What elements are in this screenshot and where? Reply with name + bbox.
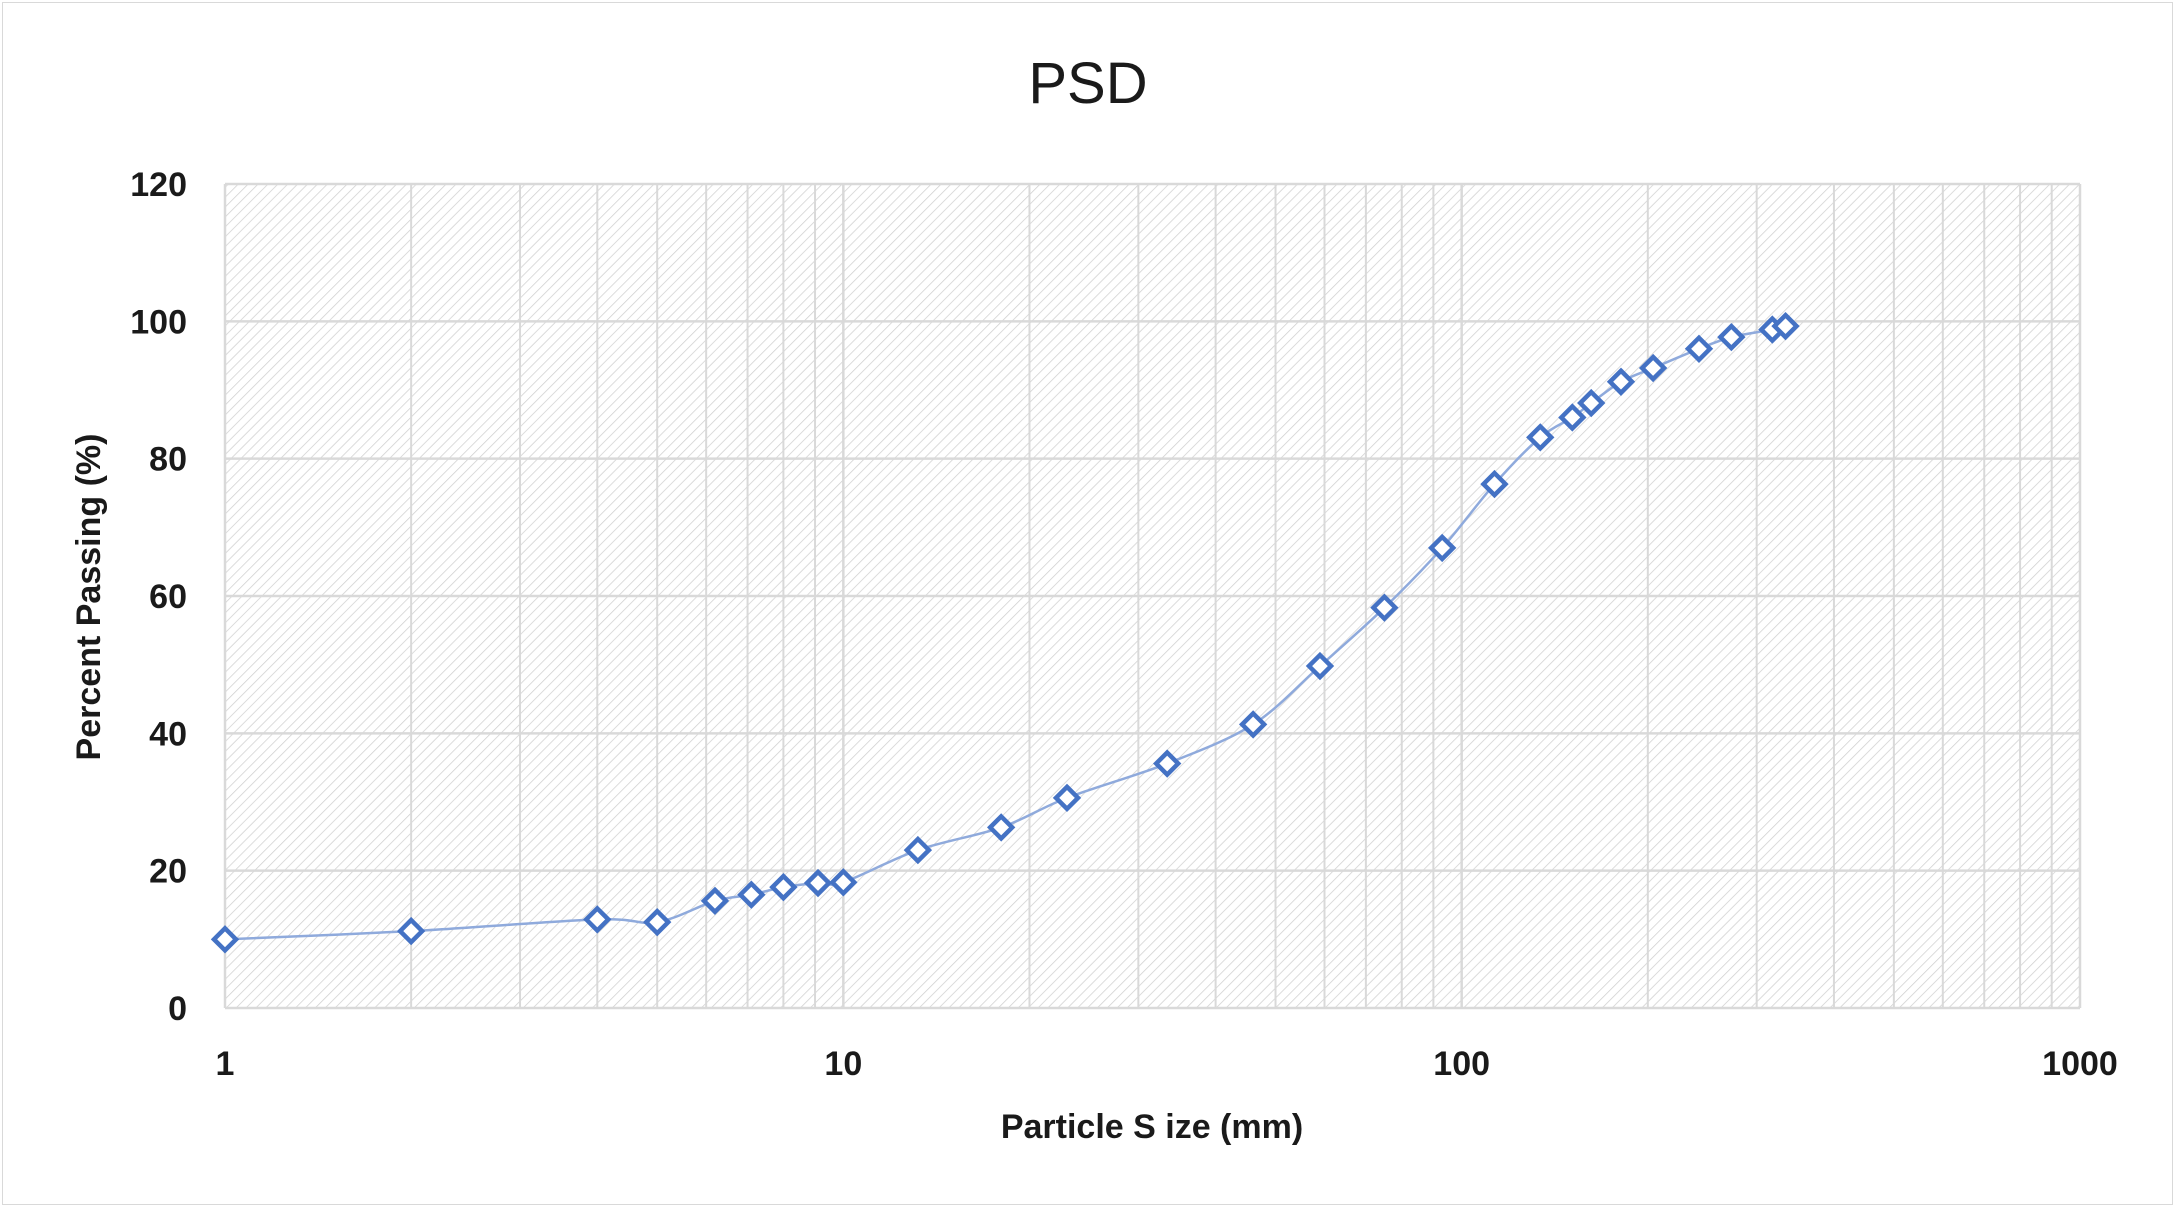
- data-point-marker: [1238, 710, 1268, 739]
- y-tick-label: 0: [168, 990, 187, 1028]
- y-tick-label: 20: [149, 853, 187, 891]
- data-point-marker: [803, 868, 833, 898]
- y-tick-label: 100: [130, 303, 187, 341]
- data-point-marker: [769, 872, 798, 902]
- data-point-marker: [986, 813, 1016, 842]
- x-tick-label: 1: [216, 1045, 235, 1083]
- data-point-marker: [396, 916, 426, 946]
- chart-title: PSD: [1028, 51, 1147, 116]
- data-point-marker: [1052, 783, 1082, 813]
- x-tick-label: 10: [824, 1045, 862, 1083]
- data-point-marker: [1684, 334, 1714, 363]
- data-point-marker: [583, 905, 612, 934]
- y-tick-label: 80: [149, 441, 187, 479]
- data-point-marker: [1771, 311, 1800, 341]
- data-point-marker: [1153, 749, 1182, 778]
- grid-lines: [223, 182, 2082, 1010]
- data-point-marker: [1427, 533, 1457, 563]
- data-point-marker: [1638, 353, 1668, 383]
- x-axis-title: Particle S ize (mm): [1001, 1108, 1303, 1146]
- data-point-marker: [1480, 469, 1509, 499]
- data-point-marker: [829, 868, 858, 897]
- series-markers: [210, 311, 1800, 954]
- data-point-marker: [1558, 403, 1587, 432]
- data-point-marker: [1305, 651, 1335, 681]
- y-tick-label: 120: [130, 166, 187, 204]
- data-point-marker: [1606, 367, 1636, 396]
- data-point-marker: [210, 925, 240, 954]
- y-axis-title: Percent Passing (%): [70, 434, 108, 761]
- x-tick-label: 100: [1433, 1045, 1490, 1083]
- x-tick-label: 1000: [2042, 1045, 2118, 1083]
- data-point-marker: [903, 835, 933, 865]
- data-point-marker: [1717, 322, 1746, 352]
- data-point-marker: [1526, 423, 1555, 452]
- data-point-marker: [643, 907, 672, 937]
- data-point-marker: [737, 880, 766, 909]
- y-tick-label: 40: [149, 715, 187, 753]
- data-point-marker: [1370, 593, 1399, 622]
- data-point-marker: [700, 886, 730, 916]
- y-tick-label: 60: [149, 578, 187, 616]
- data-point-marker: [1577, 388, 1606, 418]
